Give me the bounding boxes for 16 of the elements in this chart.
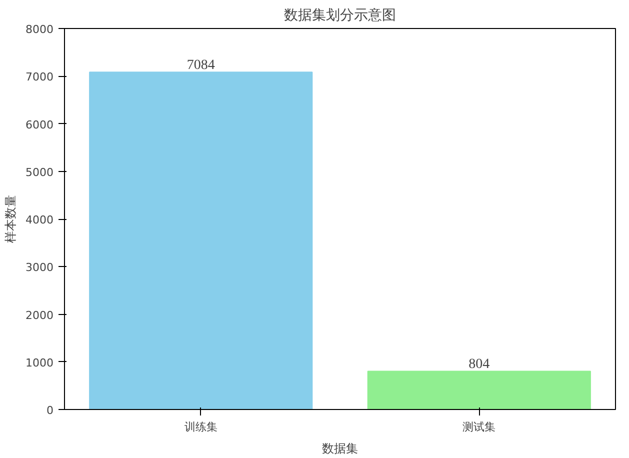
y-tick-label: 7000 (26, 70, 54, 84)
y-tick-label: 5000 (26, 166, 54, 179)
y-tick-label: 4000 (26, 214, 54, 226)
y-tick-label: 6000 (26, 118, 54, 132)
y-tick-label: 8000 (26, 23, 54, 36)
y-tick-label: 0 (46, 404, 54, 417)
data-label: 804 (468, 357, 490, 372)
chart-title: 数据集划分示意图 (284, 8, 396, 24)
x-tick-label: 测试集 (462, 420, 496, 434)
y-tick-label: 2000 (26, 308, 54, 322)
y-axis-title: 样本数量 (4, 195, 18, 243)
y-tick-label: 1000 (26, 356, 54, 370)
x-axis-title: 数据集 (322, 442, 358, 456)
x-tick-label: 训练集 (184, 420, 218, 434)
data-label: 7084 (186, 58, 215, 74)
y-tick-label: 3000 (26, 261, 54, 274)
